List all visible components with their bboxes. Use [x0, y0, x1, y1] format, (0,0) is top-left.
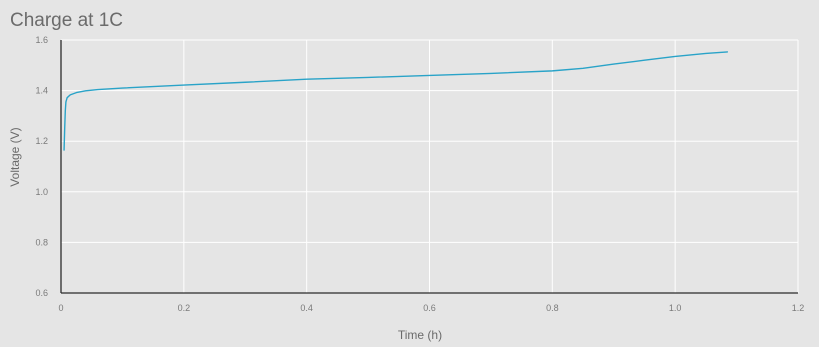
grid — [61, 39, 799, 294]
y-tick-label: 0.8 — [35, 237, 48, 247]
x-tick-label: 0.2 — [178, 303, 191, 313]
y-tick-label: 1.4 — [35, 86, 48, 96]
x-tick-label: 0 — [58, 303, 63, 313]
tick-labels: 0.6 0.8 1.0 1.2 1.4 1.6 0 0.2 0.4 0.6 0.8 1.0 1.2 — [35, 35, 804, 313]
x-tick-label: 1.0 — [669, 303, 682, 313]
y-tick-label: 0.6 — [35, 288, 48, 298]
x-tick-label: 0.8 — [546, 303, 559, 313]
axes — [60, 40, 798, 294]
x-tick-label: 0.6 — [423, 303, 436, 313]
y-axis-label: Voltage (V) — [8, 127, 22, 186]
y-tick-label: 1.2 — [35, 136, 48, 146]
y-tick-label: 1.0 — [35, 187, 48, 197]
x-axis-label: Time (h) — [398, 328, 442, 342]
y-tick-label: 1.6 — [35, 35, 48, 45]
chart-title: Charge at 1C — [10, 10, 123, 31]
series-layer — [63, 51, 729, 151]
x-tick-label: 0.4 — [300, 303, 313, 313]
series-line — [63, 51, 729, 151]
x-tick-label: 1.2 — [792, 303, 805, 313]
